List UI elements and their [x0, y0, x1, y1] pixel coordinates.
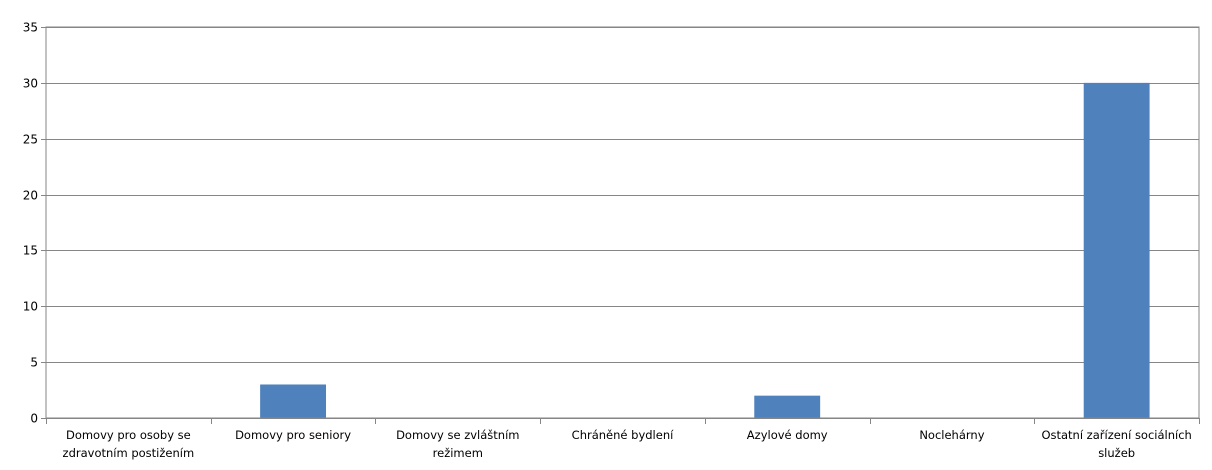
gridlines	[46, 27, 1199, 363]
x-tick-label-line: Noclehárny	[919, 428, 984, 442]
y-tick-label: 30	[23, 77, 38, 91]
y-tick-label: 10	[23, 300, 38, 314]
y-tick-label: 25	[23, 133, 38, 147]
x-tick-label: Noclehárny	[919, 428, 984, 442]
plot-area	[45, 26, 1200, 419]
x-tick-label-line: Domovy se zvláštním	[396, 428, 519, 442]
x-tick-label: Azylové domy	[747, 428, 828, 442]
bar	[260, 384, 327, 418]
bar	[1083, 82, 1150, 418]
y-tick-label: 0	[30, 412, 38, 426]
x-tick-label-line: Azylové domy	[747, 428, 828, 442]
x-tick-label-line: Domovy pro seniory	[235, 428, 351, 442]
x-tick-label-line: zdravotním postižením	[63, 446, 195, 460]
x-tick-label: Domovy pro seniory	[235, 428, 351, 442]
x-tick-label-line: režimem	[433, 446, 483, 460]
axes	[45, 26, 1200, 419]
y-tick-label: 5	[30, 356, 38, 370]
x-axis-ticks: Domovy pro osoby se zdravotním postižením…	[46, 418, 1200, 460]
x-tick-label: Ostatní zařízení sociálních služeb	[1041, 428, 1191, 460]
x-tick-label-line: Domovy pro osoby se	[66, 428, 191, 442]
bar	[754, 395, 821, 418]
x-tick-label: Chráněné bydlení	[572, 428, 674, 442]
y-axis-ticks: 0 5 10 15 20 25 30 35	[23, 21, 46, 426]
y-tick-label: 20	[23, 189, 38, 203]
y-tick-label: 35	[23, 21, 38, 35]
x-tick-label-line: Ostatní zařízení sociálních	[1041, 428, 1191, 442]
bars	[260, 82, 1150, 418]
y-tick-label: 15	[23, 244, 38, 258]
x-tick-label-line: Chráněné bydlení	[572, 428, 674, 442]
x-tick-label-line: služeb	[1098, 446, 1135, 460]
x-tick-label: Domovy pro osoby se zdravotním postižením	[63, 428, 195, 460]
x-tick-label: Domovy se zvláštním režimem	[396, 428, 519, 460]
